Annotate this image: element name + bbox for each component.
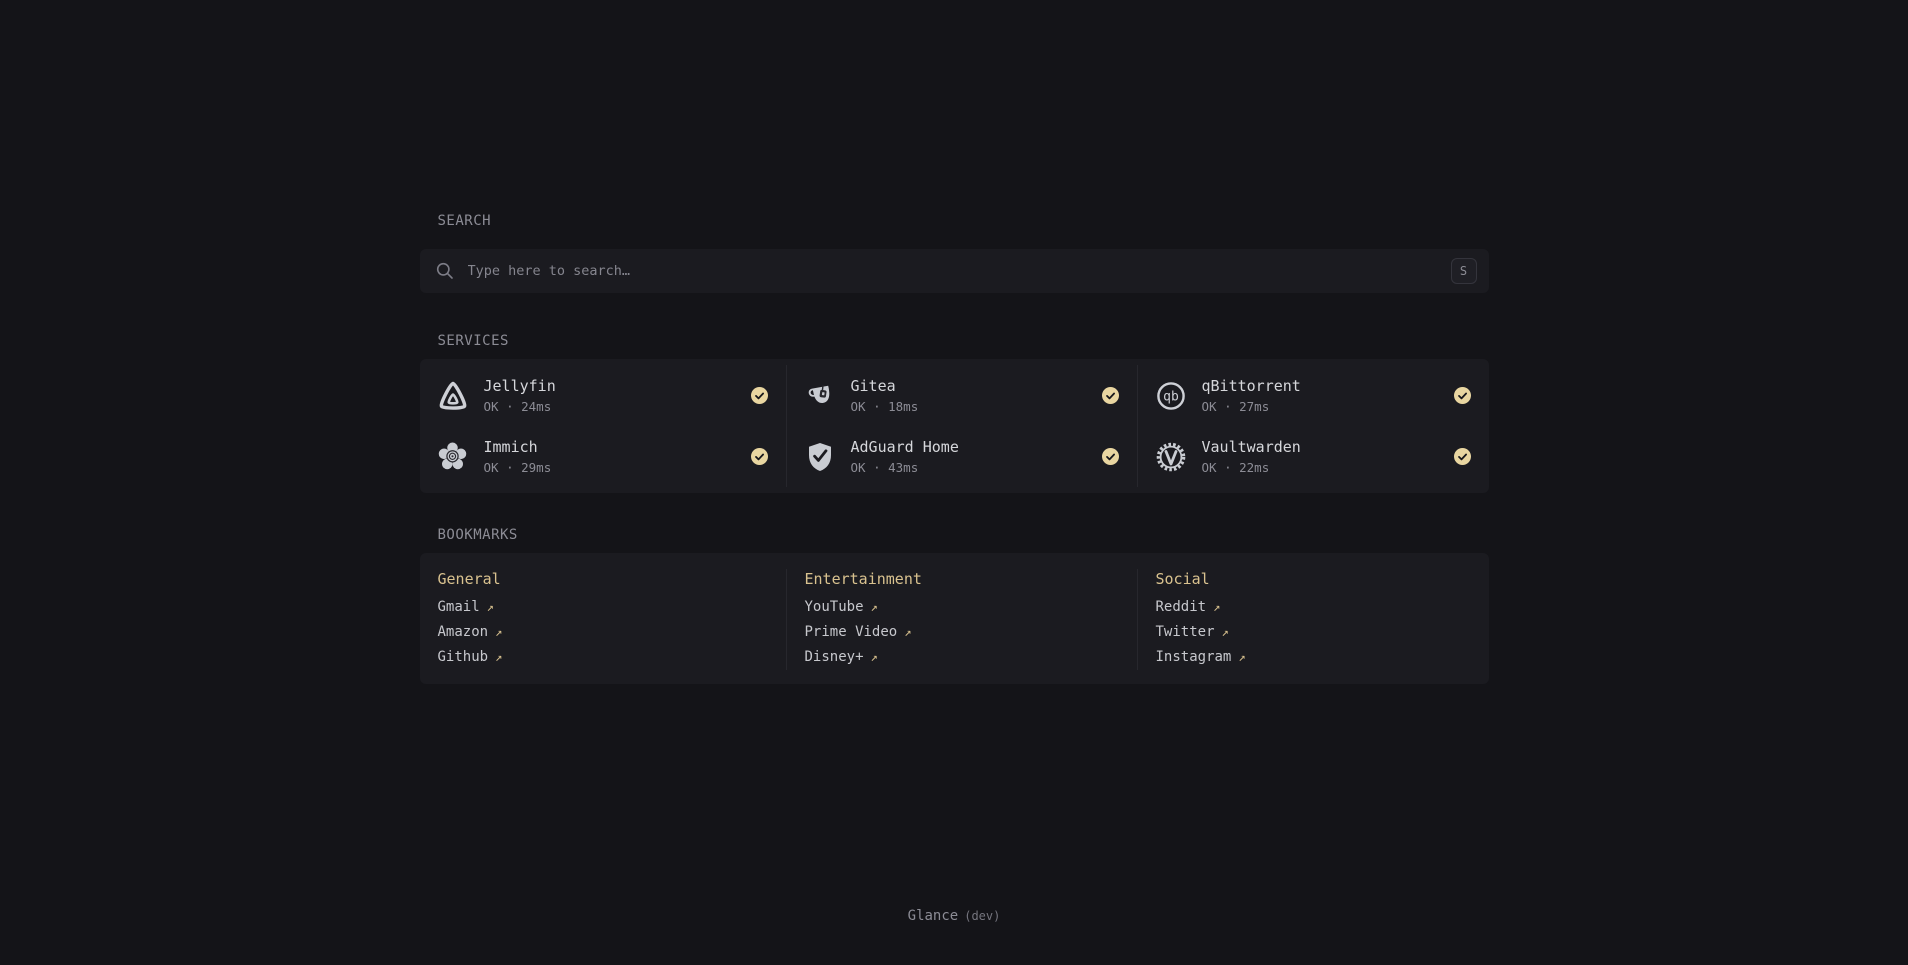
status-ok-icon — [1453, 448, 1471, 465]
service-info: AdGuard Home OK · 43ms — [851, 437, 959, 476]
service-title: Jellyfin — [483, 377, 556, 395]
bookmark-link-prime-video[interactable]: Prime Video — [805, 620, 912, 645]
search-section-label: SEARCH — [437, 213, 492, 229]
bookmark-link-label: Twitter — [1155, 624, 1215, 640]
service-status: OK · 43ms — [850, 460, 919, 475]
status-ok-icon — [1453, 387, 1471, 404]
bookmark-group-social: Social Reddit Twitter Instagram — [1138, 569, 1489, 670]
gitea-icon — [801, 381, 839, 411]
service-adguard-home[interactable]: AdGuard Home OK · 43ms — [787, 426, 1138, 487]
service-status: OK · 27ms — [1201, 399, 1270, 414]
bookmark-link-amazon[interactable]: Amazon — [438, 620, 503, 645]
bookmarks-section-label: BOOKMARKS — [437, 527, 518, 543]
bookmark-link-gmail[interactable]: Gmail — [438, 595, 494, 620]
external-link-arrow-icon — [487, 595, 494, 620]
bookmark-link-youtube[interactable]: YouTube — [805, 595, 878, 620]
svg-text:qb: qb — [1163, 389, 1179, 404]
page-footer: Glance (dev) — [0, 905, 1908, 924]
bookmark-link-label: Github — [437, 649, 489, 665]
service-status: OK · 22ms — [1201, 460, 1270, 475]
service-status: OK · 24ms — [483, 399, 552, 414]
bookmark-link-label: Prime Video — [804, 624, 898, 640]
search-widget: SEARCH S — [419, 212, 1489, 293]
status-ok-icon — [1101, 448, 1119, 465]
bookmark-link-label: YouTube — [804, 599, 864, 615]
search-bar[interactable]: S — [419, 249, 1489, 293]
service-title: Immich — [483, 438, 538, 456]
services-section-label: SERVICES — [437, 333, 509, 349]
external-link-arrow-icon — [1238, 645, 1245, 670]
external-link-arrow-icon — [495, 620, 502, 645]
bookmark-link-label: Reddit — [1155, 599, 1207, 615]
bookmark-link-twitter[interactable]: Twitter — [1156, 620, 1229, 645]
service-info: Vaultwarden OK · 22ms — [1202, 437, 1301, 476]
bookmark-group-title: Social — [1155, 570, 1210, 588]
service-title: qBittorrent — [1201, 377, 1301, 395]
bookmark-group-entertainment: Entertainment YouTube Prime Video Disney… — [787, 569, 1138, 670]
search-shortcut-key: S — [1450, 258, 1477, 284]
service-info: Immich OK · 29ms — [484, 437, 552, 476]
external-link-arrow-icon — [1213, 595, 1220, 620]
footer-version: (dev) — [964, 909, 1001, 923]
bookmark-link-label: Disney+ — [804, 649, 864, 665]
immich-icon — [434, 441, 472, 472]
bookmark-link-instagram[interactable]: Instagram — [1156, 645, 1246, 670]
service-title: AdGuard Home — [850, 438, 959, 456]
bookmark-group-title: General — [437, 570, 501, 588]
bookmark-link-disney-plus[interactable]: Disney+ — [805, 645, 878, 670]
service-gitea[interactable]: Gitea OK · 18ms — [787, 365, 1138, 426]
bookmark-link-github[interactable]: Github — [438, 645, 503, 670]
service-info: Jellyfin OK · 24ms — [484, 376, 556, 415]
vaultwarden-icon — [1152, 441, 1190, 473]
status-ok-icon — [750, 448, 768, 465]
bookmark-link-label: Amazon — [437, 624, 489, 640]
service-info: qBittorrent OK · 27ms — [1202, 376, 1301, 415]
bookmarks-widget: BOOKMARKS General Gmail Amazon Github — [419, 526, 1489, 684]
bookmark-link-label: Gmail — [437, 599, 480, 615]
service-info: Gitea OK · 18ms — [851, 376, 919, 415]
footer-app-name: Glance — [907, 908, 959, 924]
service-title: Vaultwarden — [1201, 438, 1301, 456]
search-input[interactable] — [467, 263, 1451, 279]
bookmarks-card: General Gmail Amazon Github — [419, 553, 1489, 684]
external-link-arrow-icon — [495, 645, 502, 670]
service-status: OK · 29ms — [483, 460, 552, 475]
service-immich[interactable]: Immich OK · 29ms — [420, 426, 787, 487]
services-card: Jellyfin OK · 24ms — [419, 359, 1489, 493]
jellyfin-icon — [434, 380, 472, 412]
bookmark-link-reddit[interactable]: Reddit — [1156, 595, 1221, 620]
services-widget: SERVICES Jellyfin OK · 24ms — [419, 332, 1489, 493]
bookmark-group-title: Entertainment — [804, 570, 922, 588]
status-ok-icon — [1101, 387, 1119, 404]
status-ok-icon — [750, 387, 768, 404]
service-status: OK · 18ms — [850, 399, 919, 414]
external-link-arrow-icon — [1222, 620, 1229, 645]
bookmark-group-general: General Gmail Amazon Github — [420, 569, 787, 670]
service-jellyfin[interactable]: Jellyfin OK · 24ms — [420, 365, 787, 426]
external-link-arrow-icon — [904, 620, 911, 645]
bookmark-link-label: Instagram — [1155, 649, 1232, 665]
search-icon — [436, 262, 453, 279]
service-vaultwarden[interactable]: Vaultwarden OK · 22ms — [1138, 426, 1489, 487]
external-link-arrow-icon — [871, 645, 878, 670]
qbittorrent-icon: qb — [1152, 380, 1190, 412]
service-qbittorrent[interactable]: qb qBittorrent OK · 27ms — [1138, 365, 1489, 426]
adguard-icon — [801, 441, 839, 473]
external-link-arrow-icon — [871, 595, 878, 620]
service-title: Gitea — [850, 377, 896, 395]
dashboard-page: SEARCH S SERVICES Jellyfin — [419, 0, 1489, 684]
